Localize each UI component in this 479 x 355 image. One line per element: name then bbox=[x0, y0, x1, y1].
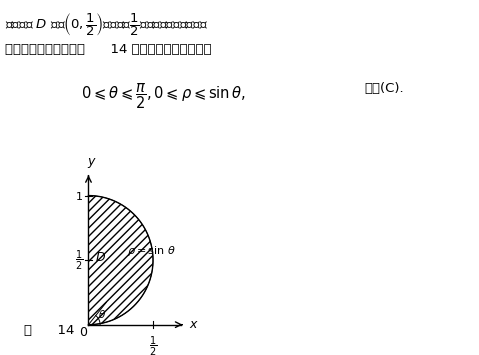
Text: $\dfrac{1}{2}$: $\dfrac{1}{2}$ bbox=[149, 335, 157, 355]
Polygon shape bbox=[89, 196, 153, 325]
Text: 第一象限的部分，如图      14 所示，用极坐标表示为: 第一象限的部分，如图 14 所示，用极坐标表示为 bbox=[5, 43, 211, 56]
Text: $\theta$: $\theta$ bbox=[98, 307, 106, 320]
Text: $\dfrac{1}{2}$: $\dfrac{1}{2}$ bbox=[75, 248, 83, 272]
Text: $y$: $y$ bbox=[88, 156, 97, 170]
Text: 故选(C).: 故选(C). bbox=[364, 82, 404, 95]
Text: $\rho = \sin\,\theta$: $\rho = \sin\,\theta$ bbox=[127, 244, 176, 258]
Text: 图      14: 图 14 bbox=[24, 324, 74, 337]
Text: $1$: $1$ bbox=[75, 190, 83, 202]
Text: $0\leqslant\theta\leqslant\dfrac{\pi}{2},0\leqslant\rho\leqslant\sin\theta,$: $0\leqslant\theta\leqslant\dfrac{\pi}{2}… bbox=[81, 82, 246, 111]
Text: $x$: $x$ bbox=[189, 318, 199, 331]
Text: $0$: $0$ bbox=[79, 326, 88, 339]
Text: 积分区域 $D$ 是以$\left(0,\dfrac{1}{2}\right)$为圆心、$\dfrac{1}{2}$为半径的圆形区域位于: 积分区域 $D$ 是以$\left(0,\dfrac{1}{2}\right)$… bbox=[5, 11, 208, 38]
Text: $D$: $D$ bbox=[94, 251, 105, 264]
